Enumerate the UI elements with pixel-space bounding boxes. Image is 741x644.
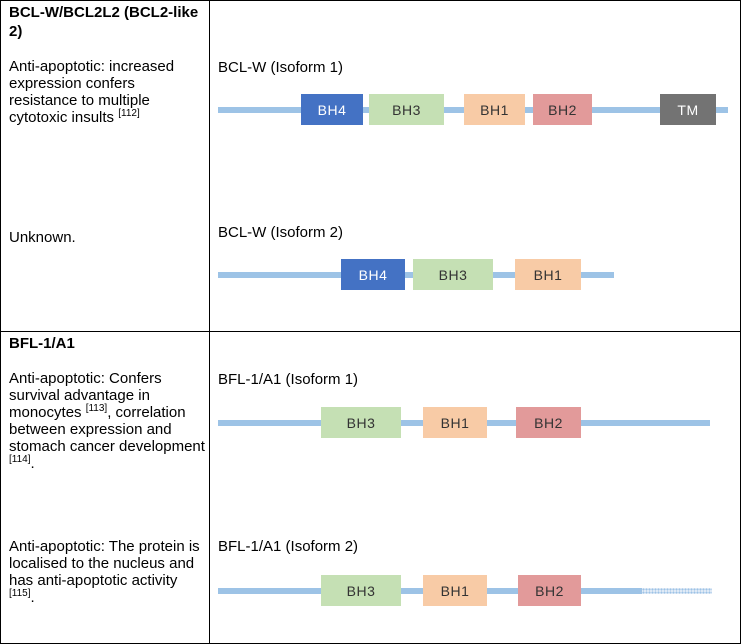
protein-backbone-hatched (642, 588, 712, 594)
isoform-label: BFL-1/A1 (Isoform 2) (218, 538, 359, 555)
reference: [114] (9, 454, 31, 465)
domain-bh4: BH4 (301, 94, 363, 125)
reference: [113] (85, 403, 108, 414)
domain-bh1: BH1 (464, 94, 525, 125)
isoform-description: Anti-apoptotic: increased expression con… (9, 58, 175, 126)
domain-bh1: BH1 (423, 407, 487, 438)
domain-bh4: BH4 (341, 259, 405, 290)
isoform-description: Unknown. (9, 229, 76, 246)
domain-bh3: BH3 (321, 407, 401, 438)
gene-name: BCL-W/BCL2L2 (BCL2-like 2) (9, 4, 199, 40)
domain-bh1: BH1 (515, 259, 581, 290)
domain-bh2: BH2 (518, 575, 581, 606)
domain-bh3: BH3 (321, 575, 401, 606)
domain-bh2: BH2 (516, 407, 581, 438)
gene-name: BFL-1/A1 (9, 335, 75, 352)
reference: [112] (118, 108, 140, 119)
diagram-cell-bfl1: BFL-1/A1 (Isoform 1) BH3 BH1 BH2 BFL-1/A… (209, 331, 741, 644)
domain-bh3: BH3 (369, 94, 444, 125)
domain-tm: TM (660, 94, 716, 125)
isoform-label: BCL-W (Isoform 2) (218, 224, 344, 241)
gene-cell-bfl1: BFL-1/A1 Anti-apoptotic: Confers surviva… (0, 331, 210, 644)
reference: [115] (9, 588, 31, 599)
domain-bh1: BH1 (423, 575, 487, 606)
diagram-cell-bclw: BCL-W (Isoform 1) BH4 BH3 BH1 BH2 TM BCL… (209, 0, 741, 332)
gene-cell-bclw: BCL-W/BCL2L2 (BCL2-like 2) Anti-apoptoti… (0, 0, 210, 332)
isoform-label: BFL-1/A1 (Isoform 1) (218, 371, 359, 388)
protein-domain-diagram: BH3 BH1 BH2 (218, 401, 718, 445)
protein-domain-diagram: BH3 BH1 BH2 (218, 569, 718, 613)
domain-bh2: BH2 (533, 94, 592, 125)
domain-bh3: BH3 (413, 259, 493, 290)
isoform-description: Anti-apoptotic: The protein is localised… (9, 538, 200, 606)
isoform-label: BCL-W (Isoform 1) (218, 59, 344, 76)
isoform-description: Anti-apoptotic: Confers survival advanta… (9, 370, 205, 472)
protein-domain-diagram: BH4 BH3 BH1 BH2 TM (218, 88, 738, 132)
protein-domain-diagram: BH4 BH3 BH1 (218, 253, 618, 297)
